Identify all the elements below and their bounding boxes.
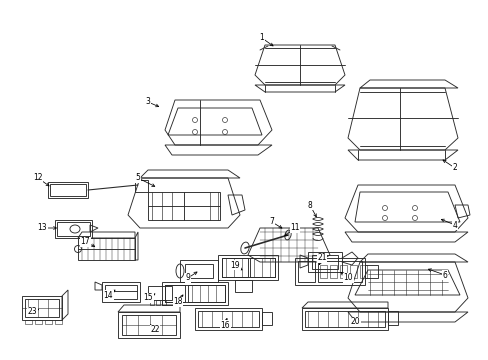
Text: 22: 22	[150, 325, 160, 334]
Text: 15: 15	[143, 293, 153, 302]
Text: 8: 8	[307, 201, 312, 210]
Text: 18: 18	[173, 297, 183, 306]
Text: 16: 16	[220, 320, 229, 329]
Bar	[156, 300, 160, 305]
Text: 7: 7	[269, 217, 274, 226]
Bar	[162, 300, 165, 305]
Bar	[25, 320, 32, 324]
Text: 5: 5	[135, 174, 140, 183]
Text: 21: 21	[317, 253, 326, 262]
Text: 12: 12	[33, 174, 42, 183]
Text: 3: 3	[145, 98, 150, 107]
Text: 23: 23	[27, 307, 37, 316]
Bar	[55, 320, 62, 324]
Bar	[35, 320, 42, 324]
Text: 2: 2	[452, 163, 456, 172]
Text: 20: 20	[349, 318, 359, 327]
Text: 14: 14	[103, 291, 113, 300]
Bar	[45, 320, 52, 324]
Text: 1: 1	[259, 33, 264, 42]
Text: 10: 10	[343, 274, 352, 283]
Text: 13: 13	[37, 224, 47, 233]
Text: 6: 6	[442, 270, 447, 279]
Text: 11: 11	[290, 224, 299, 233]
Text: 9: 9	[185, 274, 190, 283]
Text: 4: 4	[451, 220, 456, 230]
Text: 17: 17	[80, 238, 90, 247]
Bar	[150, 300, 154, 305]
Text: 19: 19	[230, 261, 239, 270]
